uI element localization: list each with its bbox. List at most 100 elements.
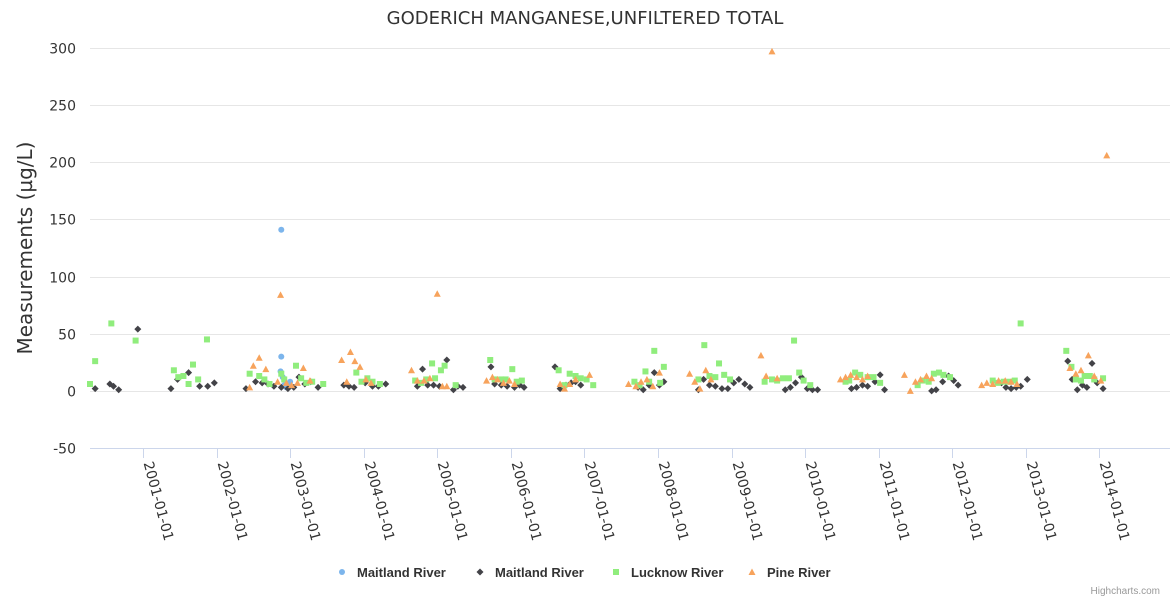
data-point[interactable] bbox=[791, 337, 798, 344]
data-point[interactable] bbox=[87, 381, 93, 387]
data-point[interactable] bbox=[252, 378, 260, 386]
data-point[interactable] bbox=[262, 365, 270, 373]
legend-item[interactable]: Maitland River bbox=[476, 565, 584, 580]
data-point[interactable] bbox=[768, 376, 775, 383]
data-point[interactable] bbox=[566, 380, 574, 388]
data-point[interactable] bbox=[857, 371, 864, 378]
data-point[interactable] bbox=[420, 377, 428, 384]
data-point[interactable] bbox=[115, 386, 123, 394]
data-point[interactable] bbox=[983, 379, 991, 386]
data-point[interactable] bbox=[1072, 370, 1080, 377]
data-point[interactable] bbox=[870, 374, 877, 381]
data-point[interactable] bbox=[487, 357, 494, 363]
data-point[interactable] bbox=[483, 377, 491, 384]
data-point[interactable] bbox=[494, 375, 502, 383]
data-point[interactable] bbox=[343, 378, 351, 385]
data-point[interactable] bbox=[643, 375, 651, 383]
data-point[interactable] bbox=[881, 386, 889, 394]
data-point[interactable] bbox=[303, 379, 310, 386]
data-point[interactable] bbox=[718, 385, 726, 393]
data-point[interactable] bbox=[382, 380, 390, 388]
data-point[interactable] bbox=[911, 378, 919, 385]
data-point[interactable] bbox=[877, 379, 884, 386]
data-point[interactable] bbox=[995, 377, 1003, 384]
data-point[interactable] bbox=[696, 385, 704, 392]
data-point[interactable] bbox=[249, 362, 257, 369]
data-point[interactable] bbox=[364, 375, 371, 382]
data-point[interactable] bbox=[757, 351, 765, 359]
data-point[interactable] bbox=[796, 369, 803, 376]
data-point[interactable] bbox=[210, 379, 218, 387]
data-point[interactable] bbox=[561, 385, 569, 392]
data-point[interactable] bbox=[727, 376, 734, 383]
legend-symbol[interactable] bbox=[339, 569, 345, 575]
data-point[interactable] bbox=[814, 386, 822, 394]
data-point[interactable] bbox=[487, 363, 495, 371]
data-point[interactable] bbox=[741, 380, 749, 388]
data-point[interactable] bbox=[1103, 151, 1111, 159]
data-point[interactable] bbox=[1017, 320, 1024, 327]
data-point[interactable] bbox=[864, 382, 872, 390]
data-point[interactable] bbox=[1073, 386, 1081, 394]
data-point[interactable] bbox=[110, 382, 118, 390]
data-point[interactable] bbox=[954, 381, 962, 389]
legend-label[interactable]: Maitland River bbox=[357, 565, 446, 580]
data-point[interactable] bbox=[906, 387, 914, 394]
data-point[interactable] bbox=[928, 374, 936, 382]
data-point[interactable] bbox=[781, 386, 789, 394]
data-point[interactable] bbox=[1084, 351, 1092, 359]
data-point[interactable] bbox=[1091, 376, 1098, 383]
data-point[interactable] bbox=[1063, 347, 1070, 354]
data-point[interactable] bbox=[274, 378, 282, 385]
data-point[interactable] bbox=[853, 383, 861, 391]
data-point[interactable] bbox=[407, 366, 415, 374]
data-point[interactable] bbox=[432, 375, 439, 382]
data-point[interactable] bbox=[175, 374, 182, 381]
data-point[interactable] bbox=[785, 375, 792, 382]
data-point[interactable] bbox=[1011, 377, 1018, 384]
data-point[interactable] bbox=[590, 382, 597, 389]
data-point[interactable] bbox=[314, 383, 322, 391]
data-point[interactable] bbox=[443, 382, 451, 390]
data-point[interactable] bbox=[441, 362, 448, 369]
data-point[interactable] bbox=[746, 383, 754, 391]
data-point[interactable] bbox=[572, 375, 580, 383]
legend-symbol[interactable] bbox=[748, 568, 756, 576]
data-point[interactable] bbox=[1077, 366, 1085, 374]
data-point[interactable] bbox=[350, 383, 358, 391]
data-point[interactable] bbox=[695, 376, 702, 383]
data-point[interactable] bbox=[625, 380, 633, 388]
data-point[interactable] bbox=[351, 357, 359, 365]
data-point[interactable] bbox=[261, 376, 268, 383]
data-point[interactable] bbox=[1097, 377, 1105, 384]
data-point[interactable] bbox=[180, 373, 187, 379]
data-point[interactable] bbox=[711, 382, 719, 390]
data-point[interactable] bbox=[459, 383, 467, 391]
data-point[interactable] bbox=[706, 373, 713, 379]
data-point[interactable] bbox=[256, 373, 263, 379]
data-point[interactable] bbox=[705, 381, 713, 389]
legend-item[interactable]: Pine River bbox=[748, 565, 831, 580]
data-point[interactable] bbox=[1081, 373, 1088, 379]
data-point[interactable] bbox=[642, 368, 649, 375]
data-point[interactable] bbox=[195, 376, 202, 383]
data-point[interactable] bbox=[196, 382, 204, 390]
data-point[interactable] bbox=[807, 382, 814, 389]
data-point[interactable] bbox=[505, 377, 513, 384]
data-point[interactable] bbox=[724, 385, 732, 393]
data-point[interactable] bbox=[930, 370, 937, 377]
data-point[interactable] bbox=[847, 371, 855, 378]
data-point[interactable] bbox=[800, 377, 807, 384]
data-point[interactable] bbox=[278, 353, 285, 360]
data-point[interactable] bbox=[651, 347, 658, 354]
data-point[interactable] bbox=[577, 381, 585, 389]
data-point[interactable] bbox=[452, 382, 459, 389]
data-point[interactable] bbox=[423, 376, 430, 383]
data-point[interactable] bbox=[288, 381, 296, 389]
data-point[interactable] bbox=[761, 378, 768, 385]
data-point[interactable] bbox=[277, 291, 285, 298]
data-point[interactable] bbox=[358, 378, 365, 385]
data-point[interactable] bbox=[649, 382, 657, 390]
data-point[interactable] bbox=[940, 371, 947, 378]
data-point[interactable] bbox=[509, 366, 516, 373]
